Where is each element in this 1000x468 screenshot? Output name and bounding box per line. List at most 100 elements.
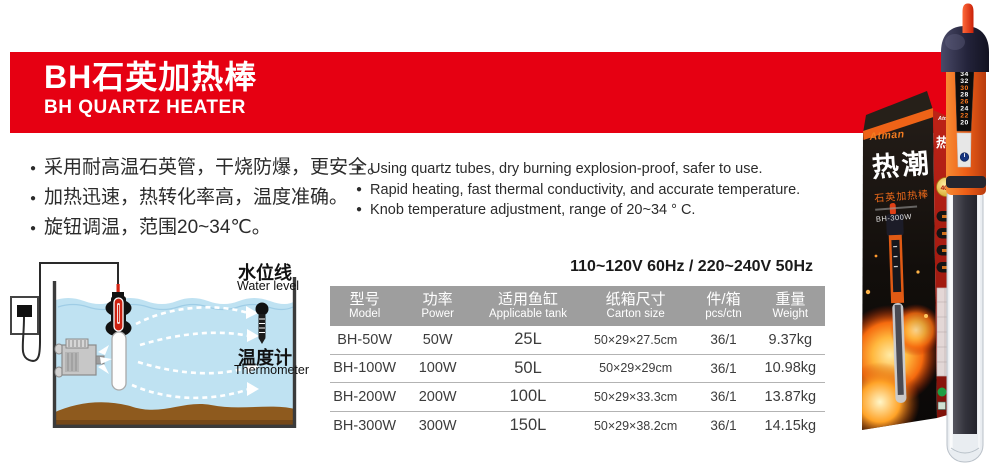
cell-pcs: 36/1 <box>710 389 737 405</box>
heater-knob-tip <box>962 3 974 33</box>
cell-weight: 10.98kg <box>764 360 817 377</box>
box-subtitle: 石英加热棒 <box>873 189 930 205</box>
heat-flow-arrows <box>131 306 250 400</box>
aquarium-illustration <box>10 262 297 428</box>
thermometer-icon <box>255 302 269 344</box>
heater-collar <box>946 176 986 188</box>
heater-core <box>953 184 977 434</box>
product-heater: 34 32 30 28 26 24 22 20 <box>941 3 989 463</box>
tank-walls <box>52 277 297 428</box>
page-title-en: BH QUARTZ HEATER <box>44 97 246 118</box>
spec-table: 型号 Model 功率 Power 适用鱼缸 Applicable tank 纸… <box>330 286 825 440</box>
cell-carton: 50×29×29cm <box>599 361 673 376</box>
scale-value: 22 <box>960 112 969 119</box>
column-header-power: 功率 Power <box>399 291 476 321</box>
cell-carton: 50×29×38.2cm <box>593 418 678 433</box>
table-row: BH-100W 100W 50L 50×29×29cm 36/1 10.98kg <box>330 355 825 383</box>
cell-power: 300W <box>418 417 457 434</box>
column-header-cn: 纸箱尺寸 <box>605 290 666 308</box>
box-title: 热潮 <box>870 148 933 183</box>
feature-list-cn: 采用耐高温石英管，干烧防爆，更安全。 加热迅速，热转化率高，温度准确。 旋钮调温… <box>30 153 386 243</box>
cell-tank: 150L <box>509 416 547 435</box>
thermometer-label-en: Thermometer <box>234 363 310 377</box>
table-header-row: 型号 Model 功率 Power 适用鱼缸 Applicable tank 纸… <box>330 286 825 326</box>
feature-item: 旋钮调温，范围20~34℃。 <box>30 213 386 243</box>
column-header-en: Carton size <box>606 308 665 321</box>
feature-list-en: Using quartz tubes, dry burning explosio… <box>356 159 800 221</box>
column-header-cn: 适用鱼缸 <box>497 290 558 308</box>
cell-power: 50W <box>422 331 453 348</box>
product-render: Atman 热潮 400 <box>862 3 989 463</box>
cell-model: BH-100W <box>333 360 397 377</box>
product-photo: Atman 热潮 400 <box>838 0 1000 468</box>
column-header-pcs: 件/箱 pcs/ctn <box>691 291 755 321</box>
cell-model: BH-50W <box>337 331 393 348</box>
cell-carton: 50×29×33.3cm <box>593 389 678 404</box>
cell-weight: 9.37kg <box>768 331 813 348</box>
table-row: BH-200W 200W 100L 50×29×33.3cm 36/1 13.8… <box>330 383 825 412</box>
cell-pcs: 36/1 <box>710 418 737 434</box>
thermometer-label-cn: 温度计 <box>238 348 292 368</box>
heater-icon <box>105 284 132 391</box>
outlet-icon <box>10 262 119 362</box>
pump-icon <box>54 338 105 378</box>
scale-value: 20 <box>960 119 969 126</box>
cell-carton: 50×29×27.5cm <box>593 332 678 347</box>
column-header-en: Power <box>421 308 454 321</box>
feature-item: Rapid heating, fast thermal conductivity… <box>356 180 800 201</box>
heater-label-window <box>956 132 972 168</box>
heater-head <box>941 26 989 72</box>
power-cord <box>21 262 119 362</box>
water-level-label-cn: 水位线 <box>238 263 292 283</box>
voltage-spec: 110~120V 60Hz / 220~240V 50Hz <box>570 258 813 275</box>
cell-pcs: 36/1 <box>710 360 737 376</box>
column-header-en: pcs/ctn <box>705 308 742 321</box>
header-banner: BH石英加热棒 BH QUARTZ HEATER <box>10 52 958 133</box>
feature-item: Knob temperature adjustment, range of 20… <box>356 200 800 221</box>
heat-flow-arrowheads <box>246 306 259 396</box>
box-front-text: Atman 热潮 石英加热棒 BH-300W <box>869 126 940 223</box>
cell-tank: 100L <box>509 387 547 406</box>
scale-value: 24 <box>960 106 969 113</box>
table-row: BH-300W 300W 150L 50×29×38.2cm 36/1 14.1… <box>330 412 825 441</box>
table-row: BH-50W 50W 25L 50×29×27.5cm 36/1 9.37kg <box>330 326 825 355</box>
cell-tank: 50L <box>514 358 542 377</box>
box-lid-strip <box>863 108 934 140</box>
column-header-en: Applicable tank <box>488 308 567 321</box>
substrate-shadow <box>53 420 295 427</box>
scale-value: 32 <box>960 78 969 85</box>
cell-weight: 13.87kg <box>764 388 817 405</box>
column-header-en: Model <box>348 308 381 321</box>
column-header-cn: 重量 <box>775 290 806 308</box>
column-header-en: Weight <box>772 308 809 321</box>
column-header-model: 型号 Model <box>330 291 399 321</box>
box-heater-art <box>886 203 907 403</box>
cell-power: 100W <box>418 360 457 377</box>
cell-tank: 25L <box>514 330 542 349</box>
feature-item: Using quartz tubes, dry burning explosio… <box>356 159 800 180</box>
cell-model: BH-300W <box>333 417 397 434</box>
water-level-label-en: Water level <box>237 279 300 293</box>
cell-pcs: 36/1 <box>710 332 737 348</box>
column-header-cn: 件/箱 <box>706 290 741 308</box>
column-header-tank: 适用鱼缸 Applicable tank <box>476 291 580 321</box>
column-header-cn: 功率 <box>422 290 453 308</box>
temperature-scale-numbers: 34 32 30 28 26 24 22 20 <box>960 71 969 126</box>
feature-item: 采用耐高温石英管，干烧防爆，更安全。 <box>30 153 386 183</box>
box-rule <box>875 205 918 211</box>
feature-item: 加热迅速，热转化率高，温度准确。 <box>30 183 386 213</box>
box-top-face <box>863 91 933 133</box>
cell-weight: 14.15kg <box>764 417 817 434</box>
scale-value: 26 <box>960 99 969 106</box>
column-header-carton: 纸箱尺寸 Carton size <box>580 291 691 321</box>
pump-flow-arrows <box>98 345 112 374</box>
column-header-cn: 型号 <box>349 290 380 308</box>
cell-model: BH-200W <box>333 388 397 405</box>
scale-value: 30 <box>960 85 969 92</box>
column-header-weight: 重量 Weight <box>756 291 825 321</box>
aquarium-diagram: 水位线 Water level 温度计 Thermometer <box>8 248 310 468</box>
page-title-cn: BH石英加热棒 <box>44 59 258 95</box>
scale-value: 34 <box>960 71 969 78</box>
box-flames <box>862 203 937 430</box>
